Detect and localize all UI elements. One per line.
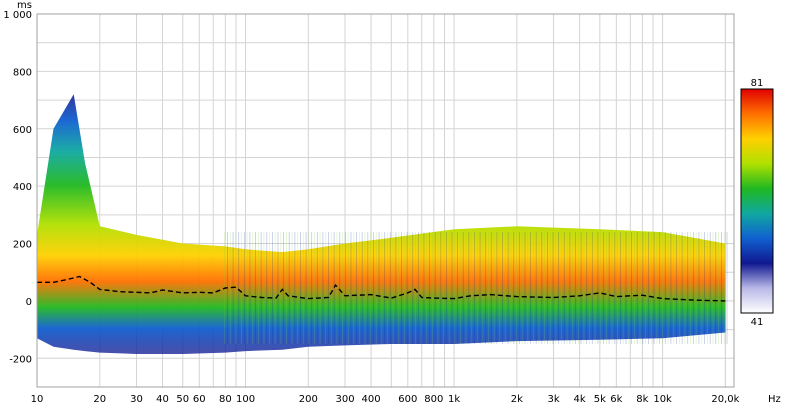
plot-frame — [36, 13, 735, 388]
x-tick-label: 600 — [398, 394, 417, 405]
colorbar-gradient — [740, 88, 774, 314]
x-tick-label: 20 — [93, 394, 106, 405]
x-tick-label: 300 — [335, 394, 354, 405]
x-tick-label: 6k — [610, 394, 622, 405]
energy-band-area — [37, 94, 726, 355]
y-tick-label: 200 — [13, 240, 32, 251]
x-unit-label: Hz — [768, 394, 781, 405]
x-tick-label: 80 — [219, 394, 232, 405]
x-tick-label: 10k — [653, 394, 672, 405]
y-tick-label: -200 — [9, 354, 32, 365]
y-unit-label: ms — [17, 0, 32, 11]
x-tick-labels: 10 20 30 40 50 60 80 100 200 300 400 600 800 1k 2k 3k 4k… — [31, 394, 740, 405]
x-tick-label: 4k — [574, 394, 586, 405]
x-tick-label: 800 — [424, 394, 443, 405]
x-tick-label: 100 — [236, 394, 255, 405]
x-tick-label: 2k — [511, 394, 523, 405]
x-tick-label: 1k — [448, 394, 460, 405]
y-tick-label: 400 — [13, 182, 32, 193]
x-tick-label: 60 — [193, 394, 206, 405]
colorbar-max-label: 81 — [751, 78, 764, 89]
x-tick-label: 40 — [156, 394, 169, 405]
x-tick-label: 200 — [299, 394, 318, 405]
x-tick-label: 50 — [176, 394, 189, 405]
y-tick-labels: 1 000 800 600 400 200 0 -200 — [3, 10, 32, 365]
y-tick-label: 1 000 — [3, 10, 32, 21]
x-tick-label: 3k — [547, 394, 559, 405]
x-tick-label: 8k — [636, 394, 648, 405]
x-tick-label: 5k — [594, 394, 606, 405]
colorbar-min-label: 41 — [751, 317, 764, 328]
y-tick-label: 600 — [13, 125, 32, 136]
centroid-dashed-line — [37, 275, 726, 302]
x-tick-label: 400 — [362, 394, 381, 405]
energy-band — [37, 94, 728, 355]
x-tick-label: 30 — [130, 394, 143, 405]
x-tick-label: 10 — [31, 394, 44, 405]
y-tick-label: 800 — [13, 67, 32, 78]
colorbar: 81 41 — [740, 78, 774, 328]
y-tick-label: 0 — [26, 297, 32, 308]
centroid-line — [37, 275, 726, 302]
x-tick-label: 20,0k — [711, 394, 739, 405]
